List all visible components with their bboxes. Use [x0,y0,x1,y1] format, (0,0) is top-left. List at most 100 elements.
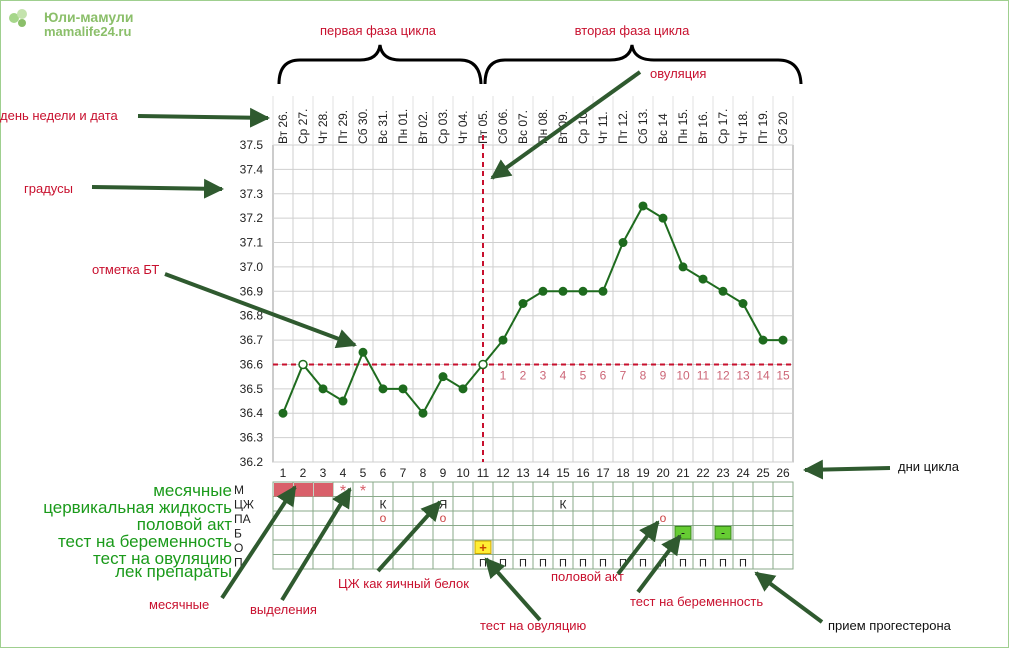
temperature-series [278,201,788,418]
row-code: ЦЖ [234,498,254,512]
progesterone-mark: П [579,558,587,570]
cervical-fluid-mark: Я [439,498,448,512]
date-label: Вс 07. [516,110,530,144]
first-phase-brace [277,44,483,85]
cycle-day-label: 23 [716,466,730,480]
intercourse-arrow [616,520,660,576]
progesterone-mark: П [639,558,647,570]
cycle-day-label: 18 [616,466,630,480]
date-label: Ср 27. [296,109,310,144]
discharge-arrow [280,487,352,602]
date-label: Чт 04. [456,110,470,144]
coverline: 1 2 3 4 5 6 7 8 9 10 11 12 13 14 15 [273,135,793,462]
progesterone-mark: П [679,558,687,570]
progesterone-mark: П [739,558,747,570]
cycle-day-label: 9 [440,466,447,480]
date-label: Вс 14 [656,113,670,144]
cycle-day-labels: 1 2 3 4 5 6 7 8 9 10 11 12 13 14 15 16 17 18 19 20 21 22 23 24 2… [280,466,790,480]
temperature-point [618,238,628,248]
post-ovulation-day-label: 7 [620,368,627,382]
y-tick-label: 36.5 [240,382,264,396]
date-label: Сб 20 [776,111,790,144]
y-tick-label: 37.5 [240,138,264,152]
progesterone-mark: П [619,558,627,570]
progesterone-mark: П [559,558,567,570]
intercourse-mark: о [380,511,387,525]
ovulation-arrow [490,70,642,180]
post-ovulation-day-label: 14 [756,368,770,382]
menses-arrow [220,485,297,600]
date-label: Пн 01. [396,109,410,144]
y-tick-label: 37.4 [240,162,264,176]
temperature-point [758,335,768,345]
temperature-point [538,286,548,296]
post-ovulation-day-label: 8 [640,368,647,382]
legend-menses: месячные [153,481,232,500]
date-label: Пт 19. [756,110,770,144]
temperature-point [558,286,568,296]
weekday-date-annotation: день недели и дата [0,108,119,123]
cycle-day-label: 8 [420,466,427,480]
post-ovulation-day-label: 4 [560,368,567,382]
date-label: Пт 29. [336,110,350,144]
legend-ovulation-test: тест на овуляцию [93,549,232,568]
date-label: Чт 28. [316,110,330,144]
degrees-annotation: градусы [24,181,73,196]
temperature-point [578,286,588,296]
temperature-point [678,262,688,272]
intercourse-mark: о [440,511,447,525]
ovulation-test-arrow [484,557,542,622]
pregnancy-test-arrow [636,534,682,594]
intercourse-mark: о [660,511,667,525]
chart-grid [272,96,794,463]
cycle-day-label: 17 [596,466,610,480]
progesterone-mark: П [599,558,607,570]
date-label: Сб 30. [356,108,370,144]
temperature-point [398,384,408,394]
temperature-point [658,213,668,223]
brand-name: Юли-мамули [44,9,133,25]
progesterone-mark: П [699,558,707,570]
progesterone-arrow [754,571,824,624]
progesterone-mark: П [539,558,547,570]
temperature-point [638,201,648,211]
y-tick-label: 37.1 [240,236,264,250]
temperature-point [338,396,348,406]
y-tick-label: 36.3 [240,431,264,445]
ovulation-test-result: + [479,540,487,555]
date-label: Вт 26. [276,111,290,144]
degrees-arrow [91,178,224,199]
cycle-day-label: 7 [400,466,407,480]
y-tick-labels: 37.5 37.4 37.3 37.2 37.1 37.0 36.9 36.8 36.7 36.6… [240,138,264,469]
pregnancy-test-result: - [681,526,685,540]
menses-star: * [360,483,366,500]
cycle-day-label: 1 [280,466,287,480]
post-ovulation-day-label: 11 [697,368,710,382]
cycle-day-label: 13 [516,466,530,480]
cervical-fluid-mark: К [560,498,567,512]
egg-white-arrow [376,500,442,573]
date-label: Чт 11. [596,111,610,144]
date-labels: Вт 26. Ср 27. Чт 28. Пт 29. Сб 30. Вс 31. Пн 0… [276,108,790,144]
progesterone-annotation: прием прогестерона [828,618,952,633]
discharge-annotation: выделения [250,602,317,617]
post-ovulation-day-label: 6 [600,368,607,382]
date-label: Вт 02. [416,111,430,144]
temperature-point [418,408,428,418]
y-tick-label: 37.2 [240,211,264,225]
ovulation-test-cell [474,540,492,554]
cycle-day-label: 3 [320,466,327,480]
row-code: О [234,541,243,555]
temperature-point [698,274,708,284]
ovulation-annotation: овуляция [650,66,706,81]
y-tick-label: 36.2 [240,455,264,469]
ovulation-test-annotation: тест на овуляцию [480,618,587,633]
cycle-day-label: 14 [536,466,550,480]
date-label: Пт 05. [476,110,490,144]
cycle-day-label: 12 [496,466,510,480]
first-phase-label: первая фаза цикла [320,23,437,38]
pregnancy-test-cell [714,526,732,540]
date-label: Сб 06. [496,108,510,144]
temperature-point [718,286,728,296]
